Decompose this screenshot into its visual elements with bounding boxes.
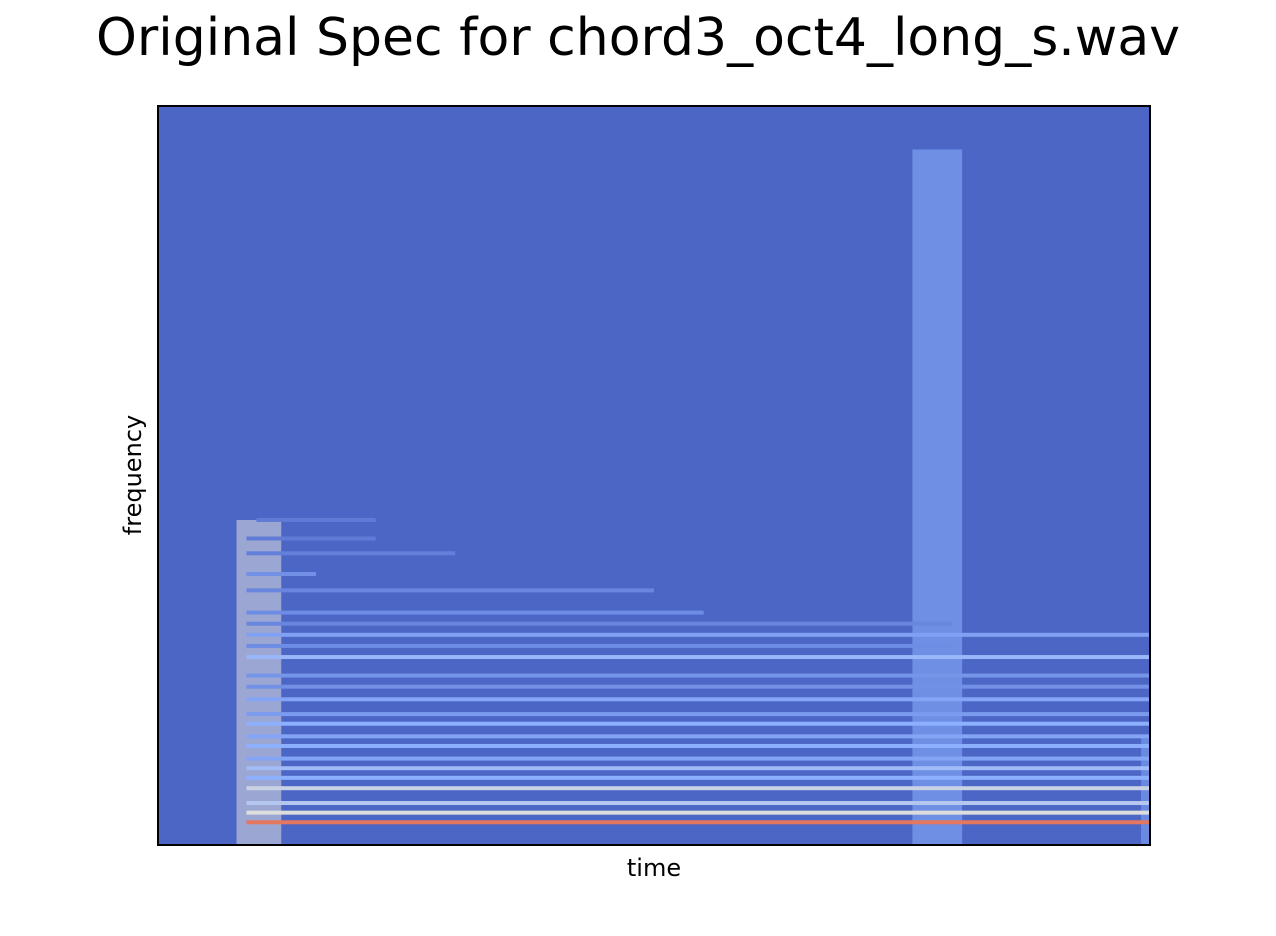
harmonic-line-14 [246,655,1151,660]
harmonic-line-12 [246,684,1151,689]
harmonic-line-19 [246,588,654,593]
onset-event-1 [912,149,963,846]
harmonic-line-3 [246,786,1151,791]
spectrogram-svg [157,105,1151,846]
harmonic-lines [246,517,1151,825]
harmonic-line-8 [246,734,1151,739]
harmonic-line-11 [246,697,1151,702]
spectrogram-plot [157,105,1151,846]
harmonic-line-22 [246,536,376,541]
harmonic-line-16 [246,632,1151,637]
harmonic-line-9 [246,721,1151,726]
plot-frame [157,105,1151,846]
harmonic-line-10 [246,712,1151,717]
harmonic-line-0 [246,820,1151,825]
harmonic-line-23 [256,517,376,522]
chart-title: Original Spec for chord3_oct4_long_s.wav [96,8,1180,68]
harmonic-line-18 [246,610,704,615]
harmonic-line-2 [246,801,1151,806]
onset-event-2 [1141,734,1151,846]
harmonic-line-6 [246,756,1151,761]
harmonic-line-17 [246,621,953,626]
harmonic-line-21 [246,551,456,556]
x-axis-label: time [626,854,682,882]
onset-event-0 [236,519,282,846]
harmonic-line-5 [246,766,1151,771]
harmonic-line-20 [246,572,317,577]
harmonic-line-15 [246,643,953,648]
harmonic-line-13 [246,673,1151,678]
harmonic-line-7 [246,743,1151,748]
harmonic-line-1 [246,810,1151,815]
harmonic-line-4 [246,775,1151,780]
y-axis-label: frequency [119,414,147,536]
